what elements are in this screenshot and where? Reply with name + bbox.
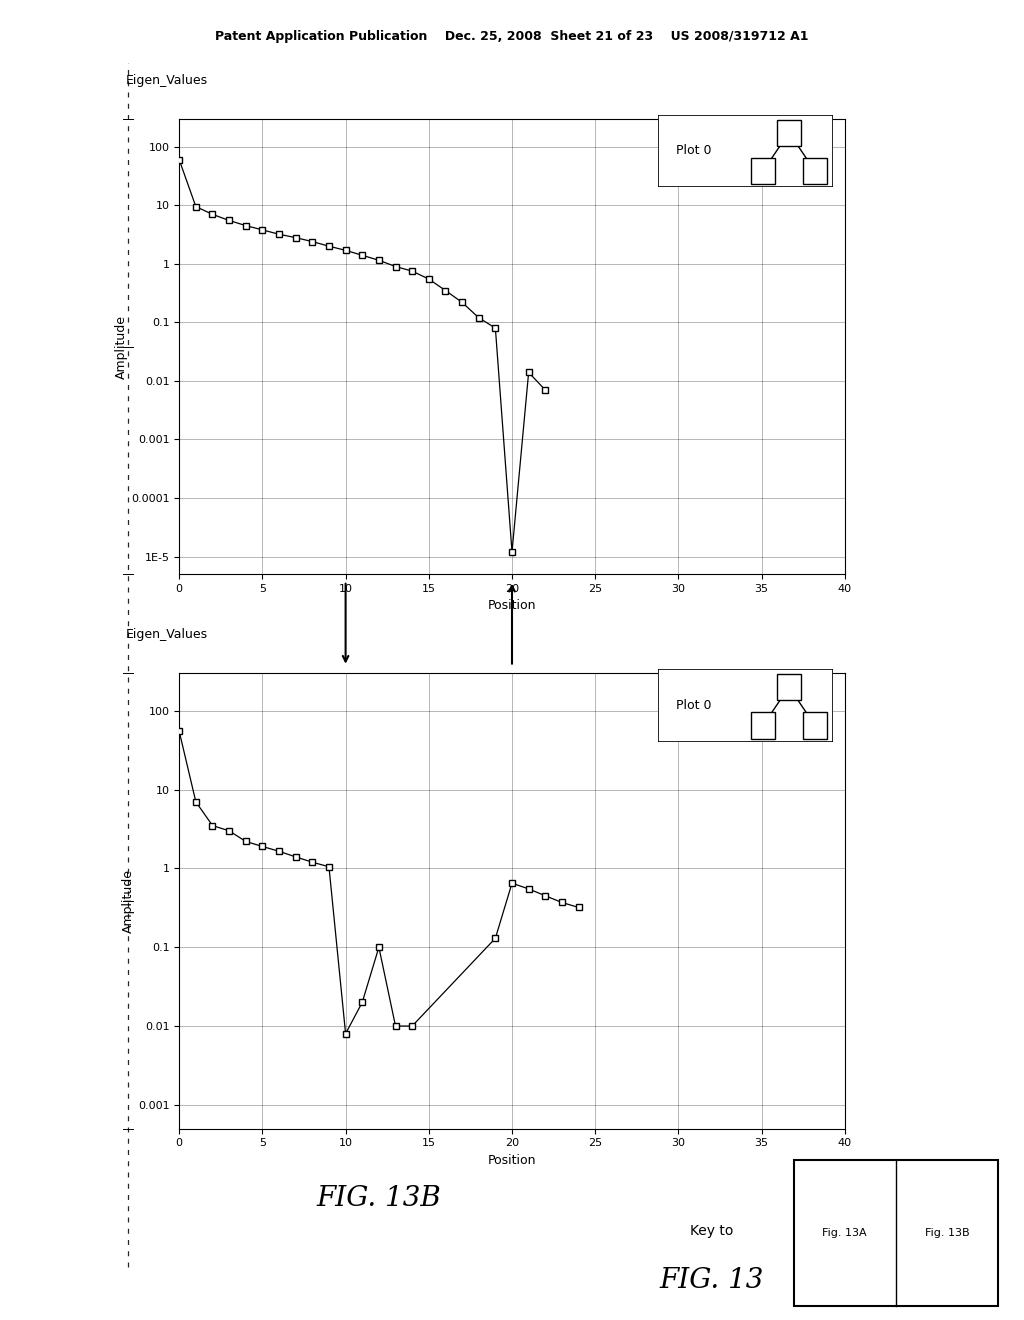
- Text: Key to: Key to: [690, 1224, 733, 1238]
- Text: Plot 0: Plot 0: [676, 698, 712, 711]
- X-axis label: Position: Position: [487, 599, 537, 612]
- Text: FIG. 13: FIG. 13: [659, 1267, 764, 1295]
- Text: FIG. 13B: FIG. 13B: [316, 1185, 441, 1212]
- Bar: [794, 1160, 998, 1305]
- Bar: [777, 120, 801, 145]
- Text: Plot 0: Plot 0: [676, 144, 712, 157]
- Text: Eigen_Values: Eigen_Values: [126, 628, 208, 642]
- Text: Fig. 13A: Fig. 13A: [822, 1228, 867, 1238]
- Y-axis label: Amplitude: Amplitude: [122, 869, 135, 933]
- Bar: [751, 713, 775, 739]
- Text: Eigen_Values: Eigen_Values: [126, 74, 208, 87]
- Text: Patent Application Publication    Dec. 25, 2008  Sheet 21 of 23    US 2008/31971: Patent Application Publication Dec. 25, …: [215, 30, 809, 44]
- Text: Fig. 13B: Fig. 13B: [925, 1228, 970, 1238]
- Bar: [751, 158, 775, 185]
- X-axis label: Position: Position: [487, 1154, 537, 1167]
- Bar: [777, 675, 801, 700]
- Bar: [803, 713, 827, 739]
- Bar: [803, 158, 827, 185]
- Y-axis label: Amplitude: Amplitude: [115, 314, 128, 379]
